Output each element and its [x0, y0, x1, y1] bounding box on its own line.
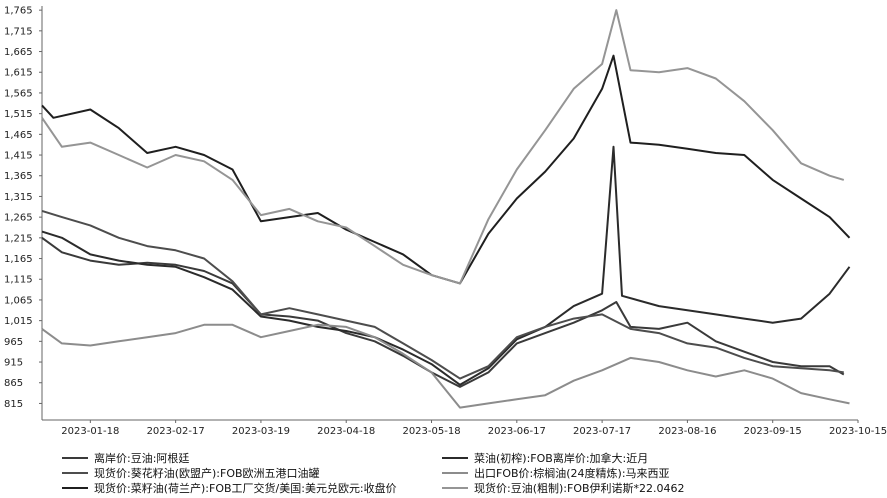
legend-label: 现货价:豆油(粗制):FOB伊利诺斯*22.0462	[474, 482, 685, 495]
legend-label: 离岸价:豆油:阿根廷	[94, 452, 190, 465]
series-line-3	[41, 209, 844, 380]
legend-swatch	[62, 487, 88, 489]
legend: 离岸价:豆油:阿根廷 菜油(初榨):FOB离岸价:加拿大:近月现货价:葵花籽油(欧…	[0, 446, 887, 498]
x-tick-label: 2023-01-18	[61, 426, 119, 437]
legend-swatch	[62, 457, 88, 459]
legend-item: 现货价:葵花籽油(欧盟产):FOB欧洲五港口油罐	[62, 465, 320, 481]
axes	[41, 6, 858, 421]
legend-label: 现货价:菜籽油(荷兰产):FOB工厂交货/美国:美元兑欧元:收盘价	[94, 482, 397, 495]
y-tick-label: 1,265	[4, 213, 33, 224]
y-tick-label: 1,165	[4, 254, 33, 265]
x-tick-label: 2023-07-17	[573, 426, 631, 437]
y-tick-label: 915	[4, 358, 23, 369]
y-tick-label: 1,665	[4, 47, 33, 58]
series-line-4	[41, 323, 850, 409]
y-tick-label: 1,565	[4, 88, 33, 99]
legend-swatch	[442, 487, 468, 489]
legend-label: 出口FOB价:棕榈油(24度精炼):马来西亚	[474, 467, 670, 480]
legend-item: 现货价:菜籽油(荷兰产):FOB工厂交货/美国:美元兑欧元:收盘价	[62, 480, 397, 496]
legend-item: 离岸价:豆油:阿根廷	[62, 450, 189, 466]
series-line-2	[41, 145, 851, 386]
x-tick-label: 2023-05-18	[402, 426, 460, 437]
legend-label: 菜油(初榨):FOB离岸价:加拿大:近月	[474, 452, 649, 465]
legend-swatch	[442, 457, 468, 459]
legend-item: 出口FOB价:棕榈油(24度精炼):马来西亚	[442, 465, 670, 481]
x-tick-label: 2023-04-18	[317, 426, 375, 437]
series-layer	[41, 9, 851, 409]
x-tick-label: 2023-02-17	[147, 426, 205, 437]
x-tick-label: 2023-09-15	[744, 426, 802, 437]
y-tick-label: 1,365	[4, 171, 33, 182]
y-tick-label: 1,515	[4, 109, 33, 120]
x-tick-label: 2023-03-19	[232, 426, 290, 437]
line-chart: 815 865 915 965 1,015 1,065 1,115 1,165 1,215 1,2…	[4, 6, 887, 437]
y-tick-label: 1,315	[4, 192, 33, 203]
legend-item: 现货价:豆油(粗制):FOB伊利诺斯*22.0462	[442, 480, 685, 496]
series-line-6	[41, 9, 845, 285]
y-tick-label: 1,015	[4, 316, 33, 327]
y-tick-label: 1,415	[4, 151, 33, 162]
y-tick-label: 1,765	[4, 6, 33, 17]
legend-item: 菜油(初榨):FOB离岸价:加拿大:近月	[442, 450, 648, 466]
x-axis-ticks: 2023-01-18 2023-02-17 2023-03-19 2023-04-18…	[61, 420, 887, 437]
y-tick-label: 965	[4, 337, 23, 348]
y-tick-label: 1,215	[4, 233, 33, 244]
y-axis-ticks: 815 865 915 965 1,015 1,065 1,115 1,165 1,215 1,2…	[4, 6, 42, 410]
y-tick-label: 1,615	[4, 68, 33, 79]
x-tick-label: 2023-10-15	[829, 426, 887, 437]
legend-label: 现货价:葵花籽油(欧盟产):FOB欧洲五港口油罐	[94, 467, 320, 480]
legend-swatch	[62, 472, 88, 474]
legend-swatch	[442, 472, 468, 474]
series-line-1	[41, 236, 845, 388]
y-tick-label: 1,065	[4, 295, 33, 306]
x-tick-label: 2023-06-17	[488, 426, 546, 437]
y-tick-label: 815	[4, 399, 23, 410]
x-tick-label: 2023-08-16	[658, 426, 716, 437]
y-tick-label: 1,115	[4, 275, 33, 286]
y-tick-label: 1,465	[4, 130, 33, 141]
y-tick-label: 1,715	[4, 26, 33, 37]
y-tick-label: 865	[4, 378, 23, 389]
